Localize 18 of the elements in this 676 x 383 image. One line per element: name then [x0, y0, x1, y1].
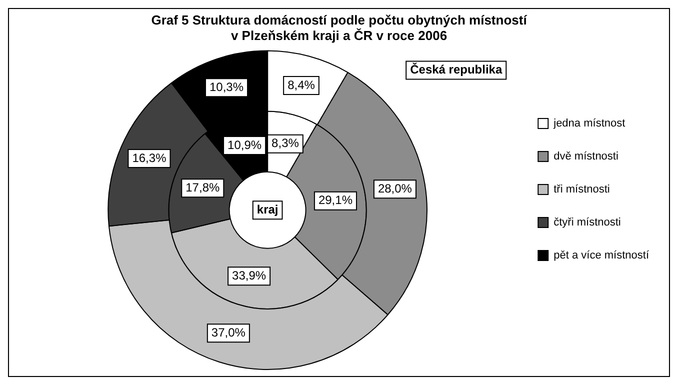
slice-label: Česká republika [410, 62, 502, 77]
slice-label: kraj [256, 202, 278, 216]
data-label: 37,0% [211, 325, 246, 340]
data-label: 16,3% [132, 150, 167, 165]
legend-label: pět a více místností [554, 250, 650, 262]
data-label: 29,1% [318, 193, 353, 208]
data-label: 8,3% [272, 136, 300, 150]
data-label: 17,8% [186, 180, 220, 194]
data-label: 10,3% [209, 80, 244, 94]
data-label: 28,0% [378, 181, 412, 196]
data-label: 33,9% [232, 268, 266, 282]
legend-label: dvě místnosti [554, 150, 618, 163]
legend-label: tři místnosti [554, 184, 610, 196]
data-label: 8,4% [288, 78, 316, 92]
chart-title: Graf 5 Struktura domácností podle počtu obytných místností v Plzeňském kraji a ČR v roce 2006 [151, 12, 528, 43]
legend-label: jedna místnost [552, 118, 626, 130]
legend-label: čtyři místnosti [554, 216, 621, 229]
data-label: 10,9% [228, 138, 262, 152]
